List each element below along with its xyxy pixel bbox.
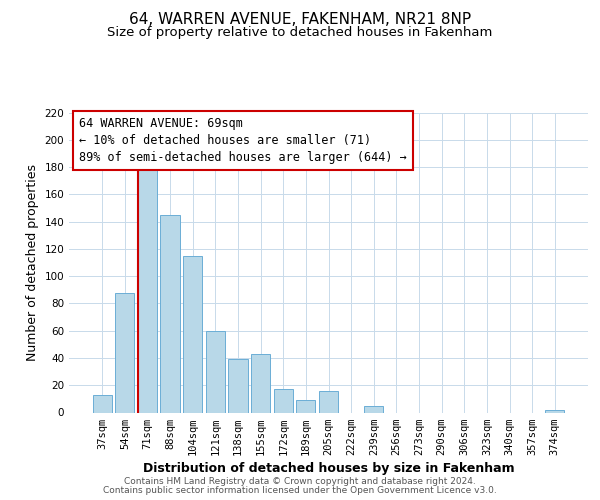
Bar <box>92 395 112 412</box>
Bar <box>251 354 270 412</box>
X-axis label: Distribution of detached houses by size in Fakenham: Distribution of detached houses by size … <box>143 462 514 475</box>
Bar <box>183 256 202 412</box>
Bar <box>229 360 248 412</box>
Bar <box>545 410 565 412</box>
Bar <box>296 400 316 412</box>
Bar <box>160 215 180 412</box>
Bar <box>364 406 383 412</box>
Text: Contains public sector information licensed under the Open Government Licence v3: Contains public sector information licen… <box>103 486 497 495</box>
Text: Size of property relative to detached houses in Fakenham: Size of property relative to detached ho… <box>107 26 493 39</box>
Bar <box>206 330 225 412</box>
Y-axis label: Number of detached properties: Number of detached properties <box>26 164 39 361</box>
Text: 64 WARREN AVENUE: 69sqm
← 10% of detached houses are smaller (71)
89% of semi-de: 64 WARREN AVENUE: 69sqm ← 10% of detache… <box>79 117 407 164</box>
Bar <box>115 292 134 412</box>
Bar <box>274 390 293 412</box>
Text: Contains HM Land Registry data © Crown copyright and database right 2024.: Contains HM Land Registry data © Crown c… <box>124 477 476 486</box>
Text: 64, WARREN AVENUE, FAKENHAM, NR21 8NP: 64, WARREN AVENUE, FAKENHAM, NR21 8NP <box>129 12 471 28</box>
Bar <box>138 168 157 412</box>
Bar <box>319 390 338 412</box>
